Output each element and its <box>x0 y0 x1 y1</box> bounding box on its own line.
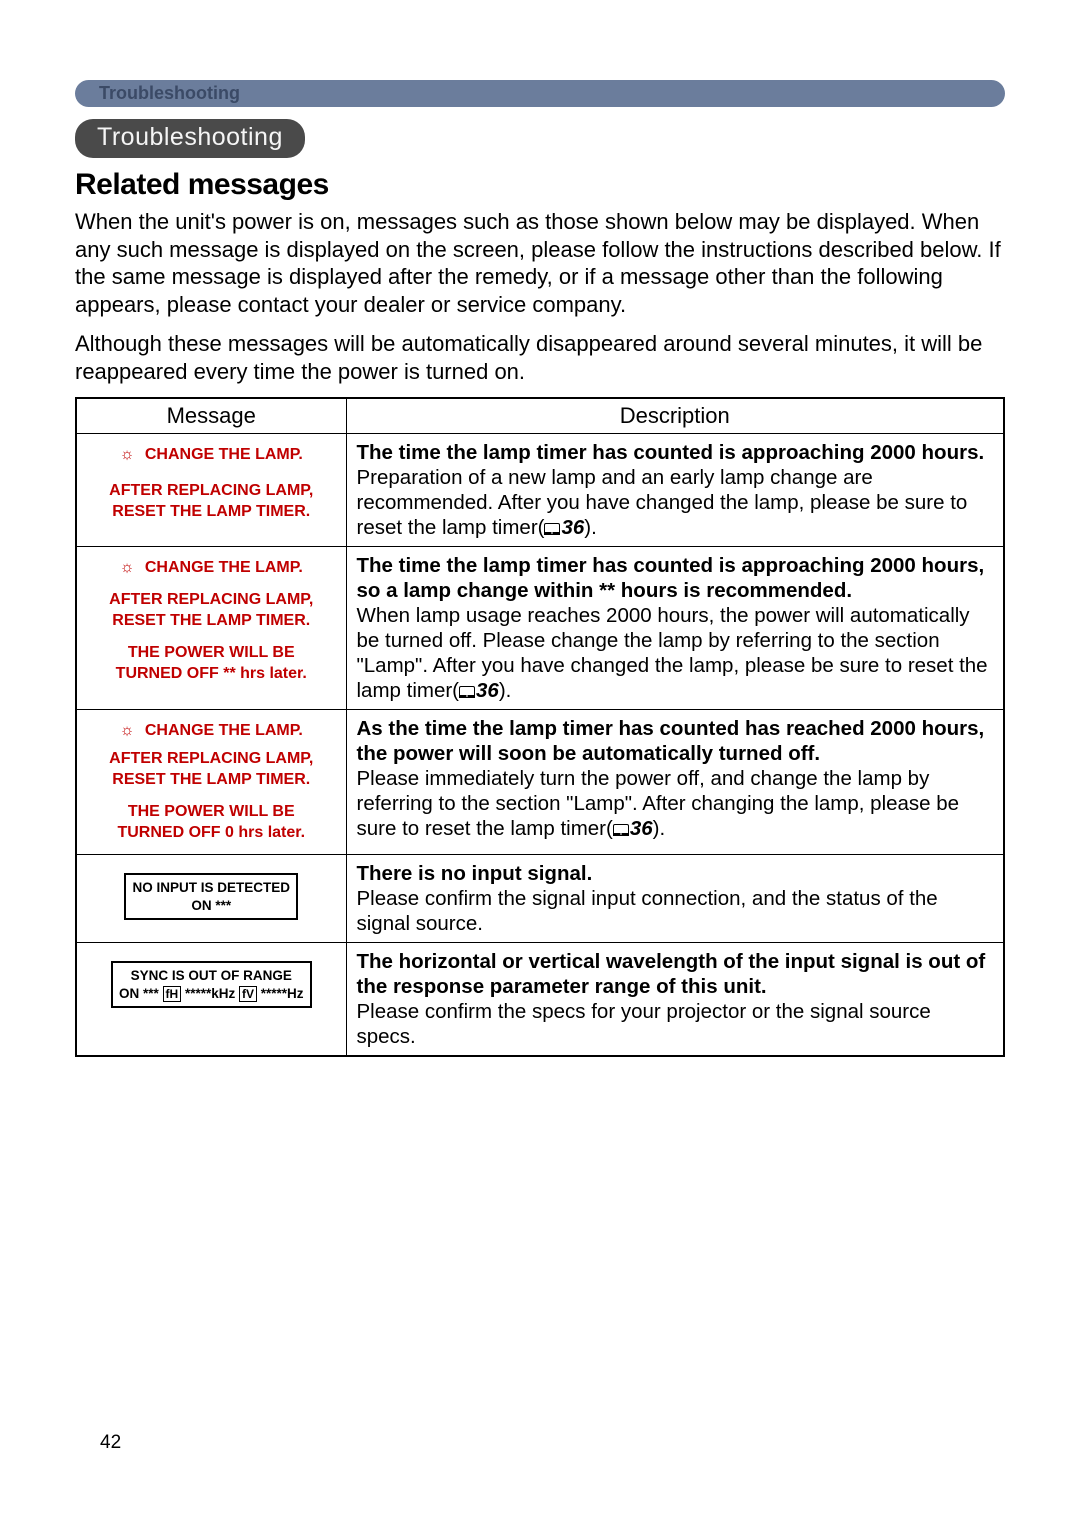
message-line: ☼ CHANGE THE LAMP. <box>85 720 338 742</box>
book-icon <box>544 523 560 535</box>
msg-text: CHANGE THE LAMP. <box>145 559 303 576</box>
desc-text: ). <box>653 817 666 840</box>
section-title-text: Troubleshooting <box>97 123 283 151</box>
msg-text: TURNED OFF 0 hrs later. <box>85 822 338 844</box>
message-line: ☼ CHANGE THE LAMP. <box>85 557 338 579</box>
desc-text: Please confirm the signal input connecti… <box>357 887 938 935</box>
description-cell: There is no input signal. Please confirm… <box>346 854 1004 942</box>
box-seg: *****Hz <box>257 986 304 1001</box>
msg-text: AFTER REPLACING LAMP, <box>85 748 338 770</box>
msg-text: THE POWER WILL BE <box>85 801 338 823</box>
msg-text: RESET THE LAMP TIMER. <box>85 769 338 791</box>
msg-text: CHANGE THE LAMP. <box>145 722 303 739</box>
col-header-description: Description <box>346 398 1004 434</box>
table-header-row: Message Description <box>76 398 1004 434</box>
desc-bold: The time the lamp timer has counted is a… <box>357 441 985 464</box>
table-row: ☼ CHANGE THE LAMP. AFTER REPLACING LAMP,… <box>76 710 1004 855</box>
boxed-message: SYNC IS OUT OF RANGE ON *** fH *****kHz … <box>111 961 312 1008</box>
description-cell: The time the lamp timer has counted is a… <box>346 434 1004 547</box>
desc-bold: The time the lamp timer has counted is a… <box>357 554 985 602</box>
msg-text: TURNED OFF ** hrs later. <box>85 663 338 685</box>
header-breadcrumb-pill: Troubleshooting <box>75 80 1005 107</box>
breadcrumb-text: Troubleshooting <box>99 83 240 103</box>
desc-text: ). <box>584 516 597 539</box>
desc-text: When lamp usage reaches 2000 hours, the … <box>357 604 988 702</box>
book-icon <box>459 686 475 698</box>
box-line: ON *** <box>132 897 290 915</box>
table-row: NO INPUT IS DETECTED ON *** There is no … <box>76 854 1004 942</box>
msg-text: RESET THE LAMP TIMER. <box>85 501 338 523</box>
desc-bold: There is no input signal. <box>357 862 593 885</box>
page-ref: 36 <box>561 516 584 539</box>
table-row: ☼ CHANGE THE LAMP. AFTER REPLACING LAMP,… <box>76 547 1004 710</box>
fh-box: fH <box>163 986 182 1002</box>
box-seg: *****kHz <box>181 986 239 1001</box>
boxed-message: NO INPUT IS DETECTED ON *** <box>124 873 298 920</box>
desc-text: ). <box>499 679 512 702</box>
description-cell: The horizontal or vertical wavelength of… <box>346 942 1004 1056</box>
fv-box: fV <box>239 986 257 1002</box>
messages-table: Message Description ☼ CHANGE THE LAMP. A… <box>75 397 1005 1057</box>
desc-text: Please confirm the specs for your projec… <box>357 1000 931 1048</box>
box-seg: ON *** <box>119 986 163 1001</box>
desc-bold: As the time the lamp timer has counted h… <box>357 717 985 765</box>
msg-text: AFTER REPLACING LAMP, <box>85 589 338 611</box>
section-title-pill: Troubleshooting <box>75 119 305 158</box>
sun-icon: ☼ <box>120 559 135 576</box>
msg-text: CHANGE THE LAMP. <box>145 446 303 463</box>
message-cell: NO INPUT IS DETECTED ON *** <box>76 854 346 942</box>
box-line: NO INPUT IS DETECTED <box>132 879 290 897</box>
box-line: SYNC IS OUT OF RANGE <box>119 967 304 985</box>
table-row: ☼ CHANGE THE LAMP. AFTER REPLACING LAMP,… <box>76 434 1004 547</box>
description-cell: As the time the lamp timer has counted h… <box>346 710 1004 855</box>
message-cell: ☼ CHANGE THE LAMP. AFTER REPLACING LAMP,… <box>76 547 346 710</box>
intro-paragraph-2: Although these messages will be automati… <box>75 330 1005 385</box>
intro-paragraph-1: When the unit's power is on, messages su… <box>75 208 1005 318</box>
page-ref: 36 <box>630 817 653 840</box>
msg-text: THE POWER WILL BE <box>85 642 338 664</box>
col-header-message: Message <box>76 398 346 434</box>
page-number: 42 <box>100 1432 121 1454</box>
message-line: ☼ CHANGE THE LAMP. <box>85 444 338 466</box>
description-cell: The time the lamp timer has counted is a… <box>346 547 1004 710</box>
sun-icon: ☼ <box>120 446 135 463</box>
message-cell: ☼ CHANGE THE LAMP. AFTER REPLACING LAMP,… <box>76 710 346 855</box>
msg-text: RESET THE LAMP TIMER. <box>85 610 338 632</box>
desc-bold: The horizontal or vertical wavelength of… <box>357 950 986 998</box>
desc-text: Preparation of a new lamp and an early l… <box>357 466 968 539</box>
sun-icon: ☼ <box>120 722 135 739</box>
box-line: ON *** fH *****kHz fV *****Hz <box>119 985 304 1003</box>
page-heading: Related messages <box>75 168 1005 202</box>
page-ref: 36 <box>476 679 499 702</box>
table-row: SYNC IS OUT OF RANGE ON *** fH *****kHz … <box>76 942 1004 1056</box>
message-cell: ☼ CHANGE THE LAMP. AFTER REPLACING LAMP,… <box>76 434 346 547</box>
book-icon <box>613 824 629 836</box>
msg-text: AFTER REPLACING LAMP, <box>85 480 338 502</box>
message-cell: SYNC IS OUT OF RANGE ON *** fH *****kHz … <box>76 942 346 1056</box>
